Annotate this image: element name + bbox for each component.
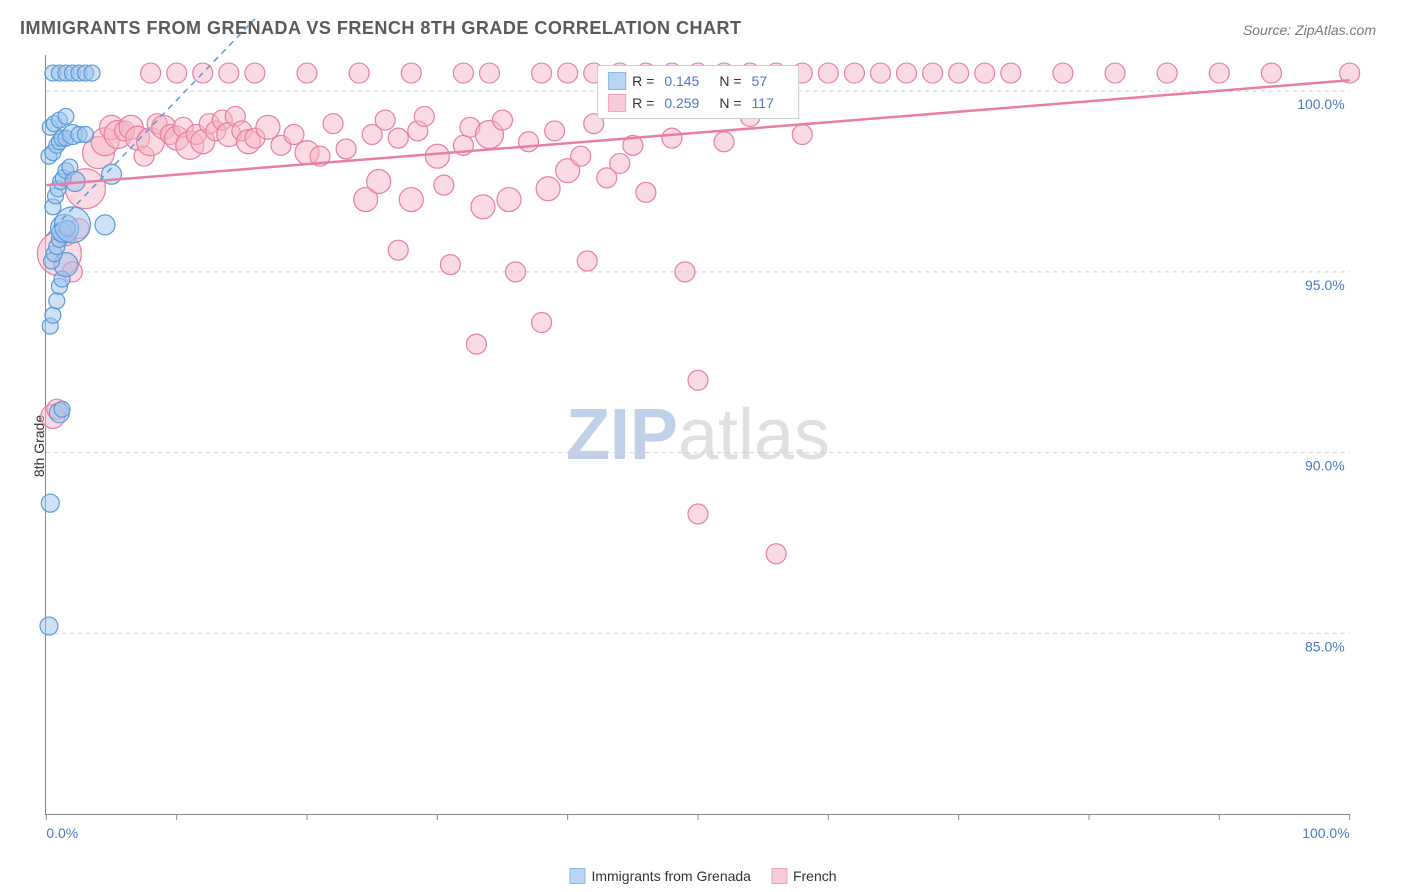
legend-swatch-grenada-b [569, 868, 585, 884]
svg-text:100.0%: 100.0% [1297, 96, 1344, 112]
svg-text:90.0%: 90.0% [1305, 458, 1345, 474]
legend-row-french: R = 0.259 N = 117 [608, 92, 788, 114]
legend-r-french: 0.259 [664, 95, 699, 111]
legend-n-french: 117 [752, 95, 774, 111]
svg-text:95.0%: 95.0% [1305, 277, 1345, 293]
legend-r-grenada: 0.145 [664, 73, 699, 89]
svg-text:100.0%: 100.0% [1302, 825, 1349, 841]
legend-swatch-french [608, 94, 626, 112]
svg-text:85.0%: 85.0% [1305, 638, 1345, 654]
legend-n-label: N = [719, 73, 741, 89]
legend-label-grenada: Immigrants from Grenada [591, 868, 751, 884]
source-label: Source: ZipAtlas.com [1243, 22, 1376, 38]
legend-swatch-french-b [771, 868, 787, 884]
legend-row-grenada: R = 0.145 N = 57 [608, 70, 788, 92]
legend-r-label2: R = [632, 95, 654, 111]
legend-n-grenada: 57 [752, 73, 768, 89]
chart-title: IMMIGRANTS FROM GRENADA VS FRENCH 8TH GR… [20, 18, 742, 39]
svg-text:0.0%: 0.0% [46, 825, 78, 841]
legend-n-label2: N = [719, 95, 741, 111]
legend-item-grenada: Immigrants from Grenada [569, 868, 751, 884]
legend-correlation: R = 0.145 N = 57 R = 0.259 N = 117 [597, 65, 799, 119]
legend-r-label: R = [632, 73, 654, 89]
legend-series: Immigrants from Grenada French [569, 868, 836, 884]
legend-swatch-grenada [608, 72, 626, 90]
chart-container: IMMIGRANTS FROM GRENADA VS FRENCH 8TH GR… [0, 0, 1406, 892]
plot-area: ZIPatlas 85.0%90.0%95.0%100.0%0.0%100.0%… [45, 55, 1350, 815]
plot-svg: 85.0%90.0%95.0%100.0%0.0%100.0% [46, 55, 1350, 814]
legend-label-french: French [793, 868, 837, 884]
legend-item-french: French [771, 868, 837, 884]
